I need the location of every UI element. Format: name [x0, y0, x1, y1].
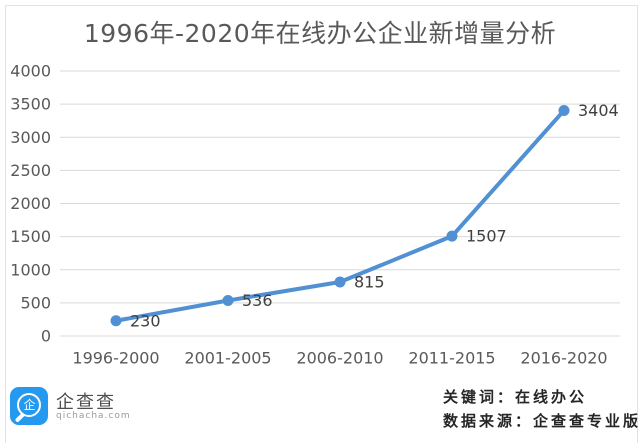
logo-glyph: 企	[23, 398, 36, 412]
svg-text:2006-2010: 2006-2010	[296, 349, 383, 368]
data-points	[110, 104, 570, 327]
svg-text:2016-2020: 2016-2020	[520, 349, 607, 368]
footer: 企 企查查 qichacha.com 关键词：在线办公 数据来源：企查查专业版	[0, 382, 640, 443]
data-point-label: 230	[130, 311, 161, 330]
svg-text:3000: 3000	[10, 128, 51, 147]
data-point-label: 3404	[578, 101, 619, 120]
svg-text:2000: 2000	[10, 194, 51, 213]
data-point-label: 1507	[466, 227, 507, 246]
svg-text:3500: 3500	[10, 95, 51, 114]
data-point	[446, 230, 458, 242]
data-point	[222, 294, 234, 306]
logo-domain: qichacha.com	[56, 411, 131, 421]
magnifier-icon	[17, 393, 41, 417]
svg-text:2500: 2500	[10, 161, 51, 180]
svg-text:1500: 1500	[10, 227, 51, 246]
data-point	[110, 315, 122, 327]
svg-text:2001-2005: 2001-2005	[184, 349, 271, 368]
source-line: 数据来源：企查查专业版	[443, 412, 640, 430]
footer-meta: 关键词：在线办公 数据来源：企查查专业版	[443, 385, 640, 433]
y-axis-labels: 0 500 1000 1500 2000 2500 3000 3500 4000	[10, 62, 51, 346]
data-point-label: 536	[242, 291, 273, 310]
svg-text:1996-2000: 1996-2000	[72, 349, 159, 368]
line-chart: 0 500 1000 1500 2000 2500 3000 3500 4000 1996-200…	[10, 62, 620, 368]
svg-text:1000: 1000	[10, 260, 51, 279]
x-axis-labels: 1996-2000 2001-2005 2006-2010 2011-2015 2016…	[72, 349, 607, 368]
svg-text:4000: 4000	[10, 62, 51, 81]
data-point	[334, 276, 346, 288]
logo-brand-name: 企查查	[56, 392, 116, 413]
svg-text:0: 0	[41, 327, 51, 346]
svg-text:2011-2015: 2011-2015	[408, 349, 495, 368]
gridlines	[60, 70, 620, 337]
keyword-line: 关键词：在线办公	[443, 388, 588, 406]
data-point-label: 815	[354, 273, 385, 292]
data-labels: 230 536 815 1507 3404	[130, 101, 619, 330]
qichacha-logo: 企	[10, 387, 48, 425]
chart-title: 1996年-2020年在线办公企业新增量分析	[83, 19, 557, 48]
data-point	[558, 104, 570, 116]
svg-text:500: 500	[20, 293, 51, 312]
data-line	[114, 108, 566, 323]
